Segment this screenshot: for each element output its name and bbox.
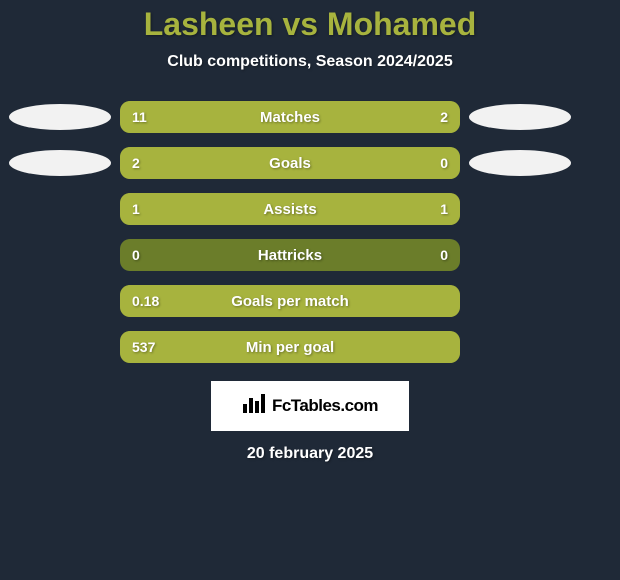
site-logo[interactable]: FcTables.com	[211, 381, 409, 431]
stats-list: Matches112Goals20Assists11Hattricks00Goa…	[0, 101, 620, 363]
stat-label: Min per goal	[120, 331, 460, 363]
stat-value-right	[436, 285, 460, 317]
avatar-col-left	[0, 104, 120, 130]
stat-label: Assists	[120, 193, 460, 225]
avatar-col-right	[460, 288, 580, 314]
stat-value-left: 2	[120, 147, 152, 179]
stat-row: Hattricks0 0	[0, 239, 620, 271]
avatar-col-right	[460, 196, 580, 222]
avatar-col-left	[0, 196, 120, 222]
stat-bar: Hattricks0 0	[120, 239, 460, 271]
stat-label: Hattricks	[120, 239, 460, 271]
avatar-col-right	[460, 242, 580, 268]
stat-bar: Min per goal537	[120, 331, 460, 363]
stat-row: Goals2 0	[0, 147, 620, 179]
stat-label: Goals	[120, 147, 460, 179]
stat-value-left: 0	[120, 239, 152, 271]
stat-row: Goals per match0.18	[0, 285, 620, 317]
avatar-col-left	[0, 334, 120, 360]
stat-value-right	[436, 331, 460, 363]
logo-text: FcTables.com	[272, 396, 378, 416]
snapshot-date: 20 february 2025	[0, 445, 620, 463]
stat-bar: Matches11 2	[120, 101, 460, 133]
stat-value-right: 0	[428, 239, 460, 271]
avatar-col-left	[0, 242, 120, 268]
stat-value-left: 0.18	[120, 285, 171, 317]
player-avatar-left	[9, 104, 111, 130]
avatar-col-left	[0, 150, 120, 176]
stat-label: Matches	[120, 101, 460, 133]
chart-bars-icon	[242, 392, 266, 420]
stat-value-right: 0	[428, 147, 460, 179]
stat-value-left: 11	[120, 101, 159, 133]
stat-value-left: 537	[120, 331, 167, 363]
stat-bar: Assists1 1	[120, 193, 460, 225]
stat-value-right: 1	[428, 193, 460, 225]
stat-row: Matches11 2	[0, 101, 620, 133]
player-avatar-right	[469, 150, 571, 176]
stat-value-right: 2	[428, 101, 460, 133]
stat-row: Assists1 1	[0, 193, 620, 225]
subtitle: Club competitions, Season 2024/2025	[0, 53, 620, 71]
stat-bar: Goals2 0	[120, 147, 460, 179]
avatar-col-right	[460, 104, 580, 130]
stat-row: Min per goal537	[0, 331, 620, 363]
comparison-card: Lasheen vs Mohamed Club competitions, Se…	[0, 0, 620, 580]
avatar-col-right	[460, 334, 580, 360]
stat-value-left: 1	[120, 193, 152, 225]
player-avatar-left	[9, 150, 111, 176]
page-title: Lasheen vs Mohamed	[0, 0, 620, 43]
avatar-col-right	[460, 150, 580, 176]
avatar-col-left	[0, 288, 120, 314]
stat-bar: Goals per match0.18	[120, 285, 460, 317]
player-avatar-right	[469, 104, 571, 130]
